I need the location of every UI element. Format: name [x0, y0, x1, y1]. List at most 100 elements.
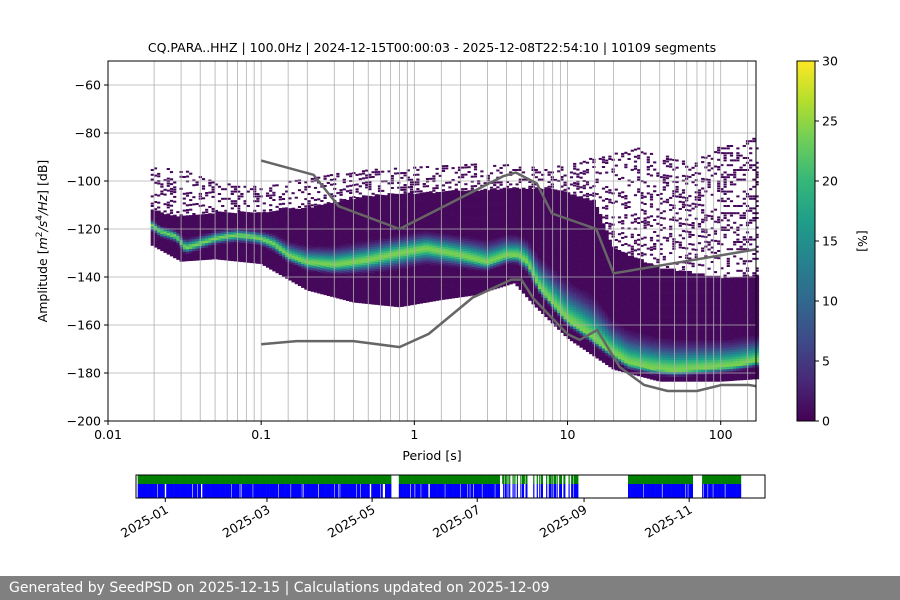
psd-cell — [329, 207, 334, 211]
psd-cell — [249, 250, 254, 254]
psd-cell — [464, 229, 468, 232]
psd-cell — [230, 248, 235, 252]
psd-cell — [480, 254, 484, 258]
psd-cell — [285, 261, 289, 265]
psd-cell — [301, 261, 305, 264]
psd-cell — [224, 255, 228, 258]
psd-cell — [352, 199, 356, 202]
psd-cell — [406, 211, 411, 215]
psd-cell — [182, 232, 187, 236]
psd-cell — [294, 264, 299, 268]
psd-cell — [201, 214, 206, 217]
psd-cell — [419, 300, 424, 304]
psd-cell — [173, 231, 177, 235]
psd-cell — [237, 251, 241, 255]
psd-cell — [342, 259, 347, 262]
psd-cell — [553, 249, 558, 253]
psd-cell — [505, 270, 510, 274]
psd-cell — [464, 272, 468, 275]
psd-cell — [467, 231, 472, 234]
psd-cell — [413, 208, 417, 212]
psd-cell — [397, 280, 401, 284]
psd-cell — [157, 237, 161, 240]
psd-cell — [390, 210, 395, 213]
psd-cell — [326, 226, 331, 229]
psd-cell — [483, 272, 488, 276]
psd-cell — [579, 345, 584, 348]
psd-cell — [297, 225, 302, 229]
psd-cell — [470, 254, 475, 258]
psd-cell — [281, 228, 286, 232]
psd-cell — [502, 257, 507, 260]
psd-cell — [352, 259, 356, 262]
psd-cell — [502, 190, 507, 193]
psd-cell — [294, 267, 299, 270]
psd-cell — [310, 253, 315, 256]
psd-cell — [211, 230, 216, 233]
psd-cell — [368, 198, 372, 201]
psd-cell — [441, 222, 446, 226]
psd-cell — [573, 242, 577, 245]
psd-cell — [518, 215, 523, 218]
psd-cell — [569, 316, 574, 320]
psd-cell — [518, 265, 523, 269]
psd-cell — [544, 280, 548, 284]
psd-cell — [237, 237, 241, 241]
psd-cell — [304, 255, 308, 259]
psd-cell — [448, 233, 452, 237]
psd-cell — [291, 236, 296, 240]
psd-cell — [432, 262, 436, 266]
psd-cell — [576, 326, 580, 329]
psd-cell — [563, 203, 568, 207]
psd-cell — [390, 294, 395, 297]
psd-cell — [374, 259, 379, 262]
psd-cell — [358, 240, 363, 244]
psd-cell — [393, 203, 398, 207]
psd-cell — [358, 199, 363, 203]
psd-cell — [176, 223, 180, 227]
psd-cell — [470, 211, 475, 215]
psd-cell — [339, 251, 344, 254]
psd-cell — [195, 241, 200, 244]
psd-cell — [400, 239, 404, 243]
psd-cell — [323, 220, 328, 224]
psd-cell — [576, 258, 580, 262]
psd-cell — [432, 279, 436, 283]
psd-cell — [547, 228, 552, 232]
psd-cell — [397, 237, 401, 240]
psd-cell — [499, 200, 504, 204]
psd-cell — [355, 218, 360, 222]
psd-cell — [569, 242, 574, 246]
psd-cell — [291, 260, 296, 264]
psd-cell — [553, 196, 558, 200]
psd-cell — [419, 238, 424, 242]
psd-cell — [537, 293, 542, 297]
psd-cell — [425, 225, 430, 229]
psd-cell — [377, 244, 382, 248]
psd-cell — [416, 301, 420, 305]
psd-cell — [445, 296, 449, 300]
psd-cell — [265, 236, 270, 239]
psd-cell — [537, 296, 542, 299]
psd-cell — [518, 246, 523, 250]
psd-cell — [483, 203, 488, 206]
psd-cell — [329, 262, 334, 266]
psd-cell — [499, 210, 504, 213]
psd-cell — [326, 266, 331, 270]
psd-cell — [547, 192, 552, 196]
psd-cell — [432, 224, 436, 227]
psd-cell — [416, 275, 420, 278]
psd-cell — [477, 200, 481, 204]
psd-cell — [374, 292, 379, 296]
psd-cell — [265, 221, 270, 225]
psd-cell — [454, 225, 459, 229]
psd-cell — [233, 249, 238, 252]
psd-cell — [390, 279, 395, 283]
psd-cell — [566, 225, 571, 229]
psd-cell — [413, 234, 417, 238]
psd-cell — [425, 194, 430, 197]
psd-cell — [566, 329, 571, 332]
psd-cell — [355, 206, 360, 210]
psd-cell — [416, 253, 420, 257]
psd-cell — [384, 219, 388, 222]
